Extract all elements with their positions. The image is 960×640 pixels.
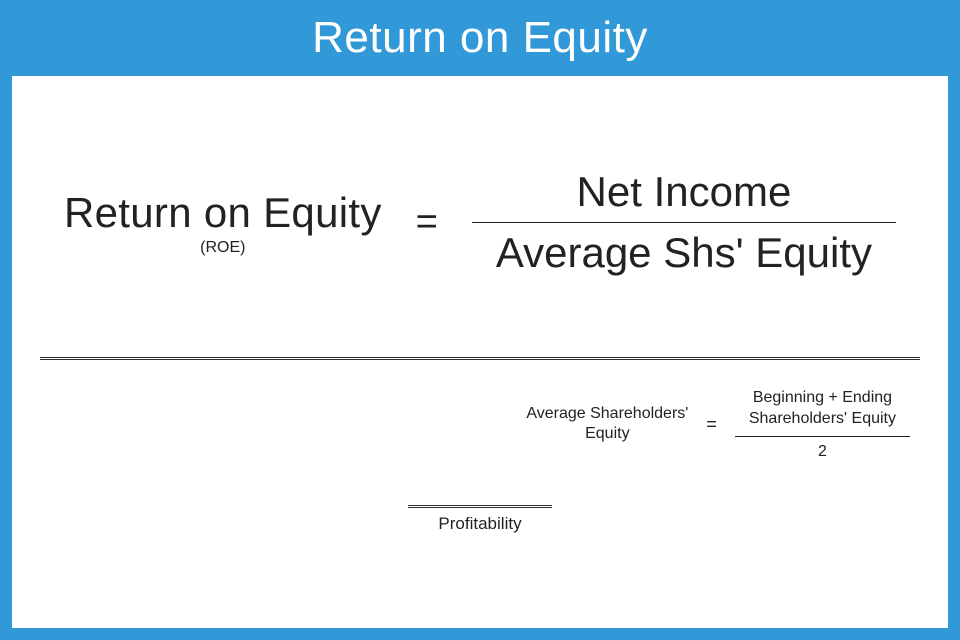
formula-lhs: Return on Equity (ROE): [64, 189, 382, 257]
formula-lhs-main: Return on Equity: [64, 189, 382, 237]
sub-lhs-line2: Equity: [585, 425, 629, 442]
category-section: Profitability: [40, 505, 920, 534]
formula-lhs-sub: (ROE): [64, 239, 382, 257]
sub-formula-lhs: Average Shareholders' Equity: [526, 404, 688, 446]
formula-denominator: Average Shs' Equity: [472, 223, 896, 277]
section-divider: [40, 357, 920, 360]
header: Return on Equity: [0, 0, 960, 76]
category-label: Profitability: [408, 505, 551, 534]
main-formula: Return on Equity (ROE) = Net Income Aver…: [40, 76, 920, 277]
sub-num-line2: Shareholders' Equity: [749, 410, 896, 427]
formula-fraction: Net Income Average Shs' Equity: [472, 168, 896, 277]
sub-equals-sign: =: [706, 414, 717, 435]
sub-lhs-line1: Average Shareholders': [526, 405, 688, 422]
equals-sign: =: [416, 201, 438, 244]
sub-denominator: 2: [804, 437, 841, 461]
sub-fraction: Beginning + Ending Shareholders' Equity …: [735, 388, 910, 461]
sub-num-line1: Beginning + Ending: [753, 389, 892, 406]
formula-numerator: Net Income: [553, 168, 816, 222]
sub-numerator: Beginning + Ending Shareholders' Equity: [735, 388, 910, 436]
header-title: Return on Equity: [312, 13, 648, 63]
content-panel: Return on Equity (ROE) = Net Income Aver…: [12, 76, 948, 628]
sub-formula: Average Shareholders' Equity = Beginning…: [40, 388, 920, 461]
